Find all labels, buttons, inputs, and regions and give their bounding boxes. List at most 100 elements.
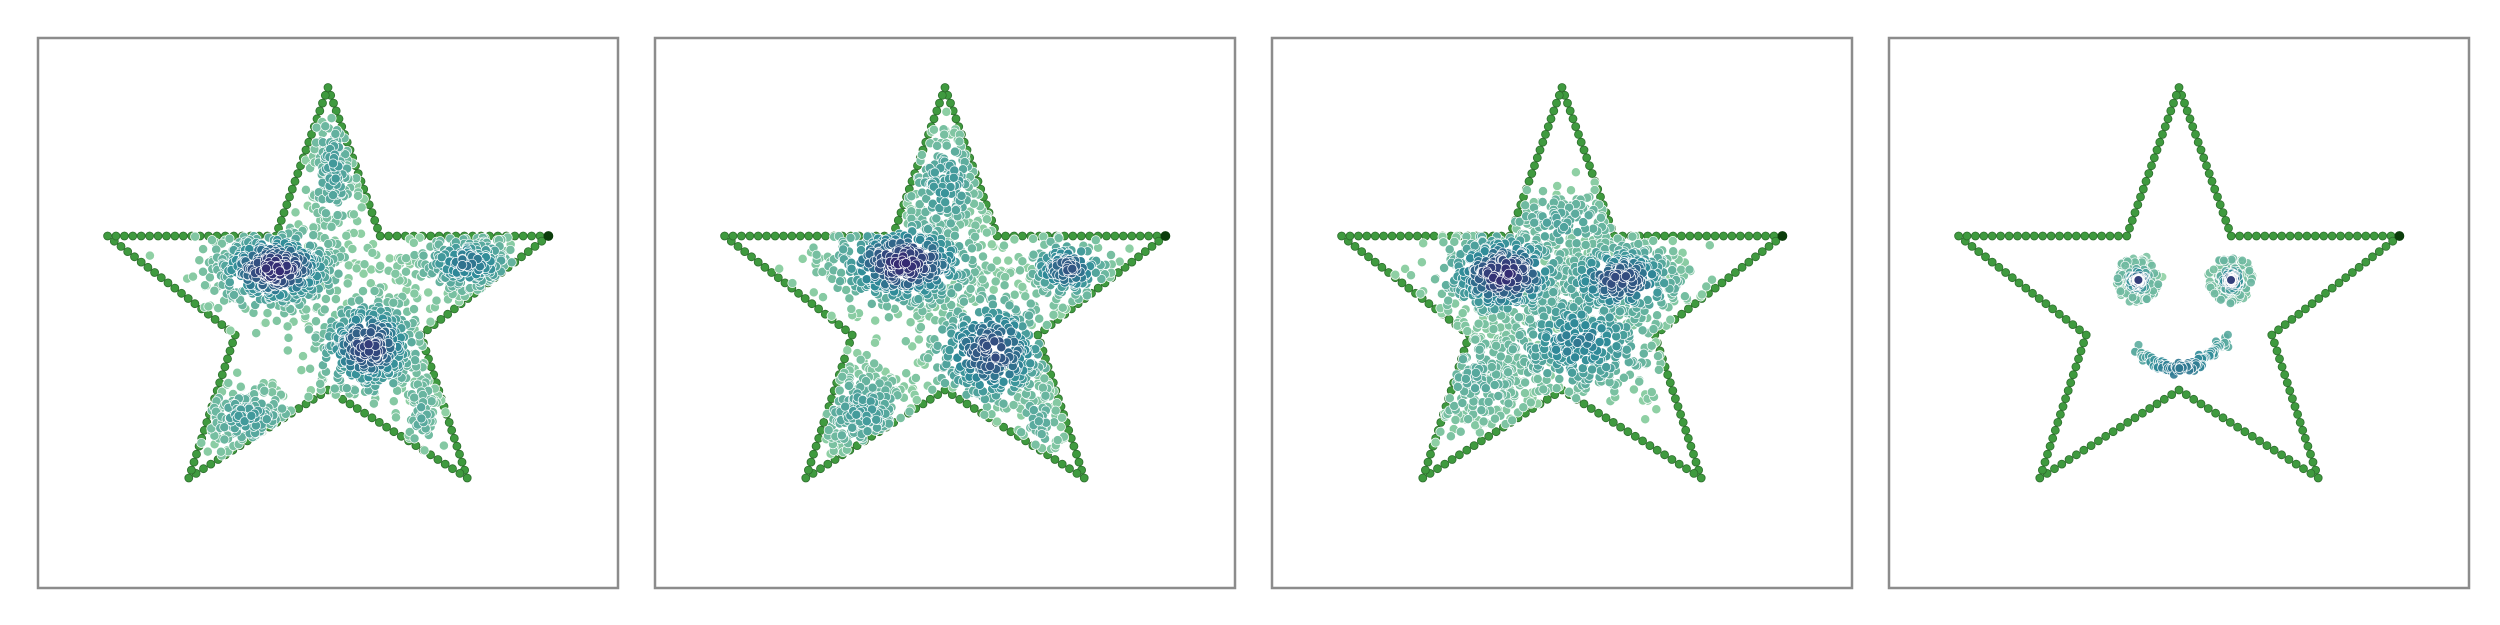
scatter-point — [216, 446, 226, 457]
boundary-point — [1001, 231, 1011, 241]
boundary-point — [1345, 231, 1355, 241]
boundary-point — [1134, 252, 1143, 262]
boundary-point — [452, 441, 462, 451]
boundary-point — [116, 241, 126, 251]
boundary-point — [220, 362, 230, 372]
boundary-point — [537, 236, 547, 246]
scatter-point — [300, 184, 311, 195]
scatter-point — [198, 244, 209, 255]
scatter-panel-1 — [36, 36, 620, 590]
scatter-point — [941, 106, 952, 117]
scatter-point — [1525, 314, 1535, 325]
scatter-point — [303, 391, 314, 402]
boundary-point — [1074, 457, 1084, 467]
scatter-point — [1580, 240, 1591, 250]
scatter-point — [941, 140, 952, 151]
boundary-point — [130, 252, 139, 262]
boundary-point — [1440, 459, 1450, 469]
scatter-point — [1009, 289, 1020, 300]
scatter-point — [341, 383, 352, 394]
boundary-endpoint — [543, 231, 554, 241]
boundary-point — [1147, 241, 1157, 251]
boundary-point — [1568, 114, 1578, 124]
scatter-point — [1004, 300, 1015, 311]
scatter-point — [1463, 414, 1474, 425]
scatter-point — [895, 413, 906, 423]
scatter-point — [865, 396, 876, 407]
boundary-point — [1665, 378, 1675, 388]
scatter-point — [320, 121, 331, 132]
boundary-point — [1076, 231, 1086, 241]
boundary-point — [946, 98, 955, 108]
scatter-point — [1025, 298, 1036, 309]
scatter-point — [911, 395, 922, 405]
scatter-point — [259, 385, 270, 396]
scatter-point — [929, 167, 940, 178]
boundary-point — [331, 106, 341, 116]
scatter-point — [282, 345, 293, 356]
boundary-point — [1140, 247, 1150, 257]
scatter-point — [869, 358, 880, 369]
boundary-point — [1426, 449, 1435, 459]
scatter-point — [1529, 217, 1540, 228]
scatter-point — [939, 129, 950, 140]
boundary-point — [1579, 145, 1589, 155]
boundary-point — [329, 98, 338, 108]
boundary-point — [389, 427, 399, 437]
scatter-point — [1003, 255, 1014, 266]
boundary-point — [1469, 441, 1479, 451]
boundary-point — [455, 449, 464, 459]
scatter-point — [1017, 256, 1028, 267]
boundary-point — [1601, 413, 1611, 423]
scatter-point — [1057, 302, 1068, 313]
scatter-point — [883, 312, 894, 323]
scatter-point — [940, 378, 950, 389]
boundary-point — [1127, 257, 1137, 267]
scatter-point — [425, 316, 436, 327]
scatter-point — [923, 353, 933, 364]
scatter-point — [1548, 287, 1559, 298]
boundary-point — [128, 231, 138, 241]
scatter-point — [923, 224, 933, 235]
scatter-point — [1566, 185, 1576, 196]
boundary-point — [1532, 153, 1542, 163]
boundary-point — [1072, 449, 1081, 459]
scatter-point — [1124, 243, 1135, 254]
scatter-point — [901, 368, 912, 379]
boundary-point — [153, 231, 163, 241]
scatter-point — [320, 208, 331, 219]
scatter-point — [1488, 324, 1499, 335]
boundary-point — [1691, 457, 1701, 467]
scatter-point — [1520, 388, 1530, 399]
scatter-point — [348, 209, 359, 220]
boundary-point — [1696, 473, 1706, 483]
scatter-point — [1667, 236, 1678, 246]
boundary-point — [183, 294, 193, 303]
boundary-point — [841, 325, 850, 335]
scatter-point — [329, 383, 340, 394]
boundary-point — [392, 231, 402, 241]
scatter-point — [870, 315, 881, 326]
boundary-point — [423, 325, 432, 335]
scatter-point — [867, 382, 878, 393]
scatter-point — [1551, 383, 1562, 394]
scatter-point — [1646, 340, 1657, 351]
scatter-point — [1503, 398, 1514, 409]
scatter-point — [862, 426, 873, 437]
scatter-point — [375, 260, 386, 271]
boundary-point — [1350, 241, 1360, 251]
scatter-point — [1476, 405, 1487, 416]
boundary-point — [301, 145, 311, 155]
scatter-point — [367, 247, 378, 258]
boundary-point — [720, 231, 729, 241]
boundary-point — [433, 455, 443, 464]
boundary-point — [111, 231, 121, 241]
scatter-point — [416, 413, 427, 424]
scatter-point — [1039, 373, 1050, 384]
boundary-point — [1683, 304, 1693, 314]
scatter-point — [1646, 387, 1657, 398]
boundary-point — [367, 208, 377, 218]
scatter-point — [1493, 391, 1504, 401]
scatter-point — [1030, 439, 1041, 450]
boundary-point — [1444, 314, 1454, 324]
